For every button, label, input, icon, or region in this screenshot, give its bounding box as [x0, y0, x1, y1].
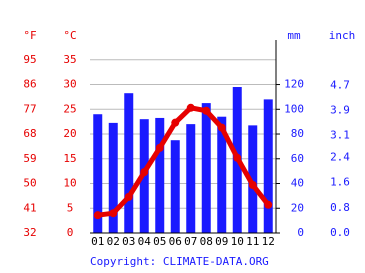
y-tick-label-f: 77 — [23, 102, 36, 115]
y2-tick-label: 120 — [284, 78, 304, 91]
temperature-point — [186, 103, 195, 112]
y2-tick-label: 80 — [291, 127, 304, 140]
bar — [201, 103, 211, 233]
temperature-point — [93, 211, 102, 220]
bar — [93, 114, 103, 233]
temperature-point — [109, 209, 118, 218]
y-tick-label-f: 41 — [23, 201, 36, 214]
x-tick-label: 09 — [215, 235, 228, 248]
y2-tick-label-inch: 3.1 — [330, 129, 350, 142]
bar — [124, 93, 134, 233]
y2-tick-label-inch: 4.7 — [330, 78, 350, 91]
axis-header: °C — [63, 29, 76, 42]
x-tick-label: 01 — [91, 235, 104, 248]
y-tick-label: 30 — [63, 78, 76, 91]
temperature-point — [124, 192, 133, 201]
x-tick-label: 06 — [169, 235, 182, 248]
y2-tick-label-inch: 0.8 — [330, 201, 350, 214]
y2-tick-label: 60 — [291, 152, 304, 165]
temperature-point — [217, 123, 226, 132]
y-tick-label-f: 32 — [23, 226, 36, 239]
y-tick-label: 10 — [63, 177, 76, 190]
y-tick-label: 20 — [63, 127, 76, 140]
y-tick-label: 15 — [63, 152, 76, 165]
temperature-point — [233, 153, 242, 162]
y-tick-label-f: 95 — [23, 53, 36, 66]
y-tick-label: 35 — [63, 53, 76, 66]
y2-tick-label-inch: 0.0 — [330, 226, 350, 239]
temperature-point — [155, 143, 164, 152]
y2-tick-label-inch: 1.6 — [330, 176, 350, 189]
axis-header: mm — [287, 29, 301, 42]
x-tick-label: 10 — [231, 235, 244, 248]
x-tick-label: 07 — [184, 235, 197, 248]
x-tick-label: 02 — [107, 235, 120, 248]
y2-tick-label: 0 — [297, 226, 304, 239]
temperature-point — [171, 118, 180, 127]
credit: Copyright: CLIMATE-DATA.ORG — [90, 255, 269, 268]
y2-tick-label-inch: 2.4 — [330, 151, 350, 164]
y-tick-label-f: 59 — [23, 152, 36, 165]
bar — [186, 124, 196, 233]
bar — [263, 99, 273, 233]
y2-tick-label: 100 — [284, 102, 304, 115]
x-tick-label: 05 — [153, 235, 166, 248]
x-tick-label: 11 — [246, 235, 259, 248]
bar — [248, 125, 258, 233]
y-tick-label-f: 50 — [23, 177, 36, 190]
bar — [108, 122, 118, 233]
temperature-point — [140, 168, 149, 177]
bar — [217, 116, 227, 233]
x-tick-label: 04 — [138, 235, 152, 248]
bar — [170, 140, 180, 233]
y2-tick-label-inch: 3.9 — [330, 103, 350, 116]
y-tick-label: 5 — [67, 201, 74, 214]
y2-tick-label: 20 — [291, 201, 304, 214]
x-tick-label: 03 — [122, 235, 135, 248]
y-tick-label: 25 — [63, 102, 76, 115]
temperature-point — [264, 200, 273, 209]
y-tick-label-f: 68 — [23, 127, 36, 140]
temperature-point — [248, 180, 257, 189]
axis-header: °F — [23, 29, 36, 42]
x-tick-label: 12 — [262, 235, 275, 248]
temperature-line — [95, 105, 271, 218]
y-tick-label: 0 — [67, 226, 74, 239]
y-tick-label-f: 86 — [23, 78, 36, 91]
temperature-point — [202, 106, 211, 115]
bar — [155, 117, 165, 233]
y2-tick-label: 40 — [291, 177, 304, 190]
x-tick-label: 08 — [200, 235, 213, 248]
axis-header: inch — [329, 29, 356, 42]
